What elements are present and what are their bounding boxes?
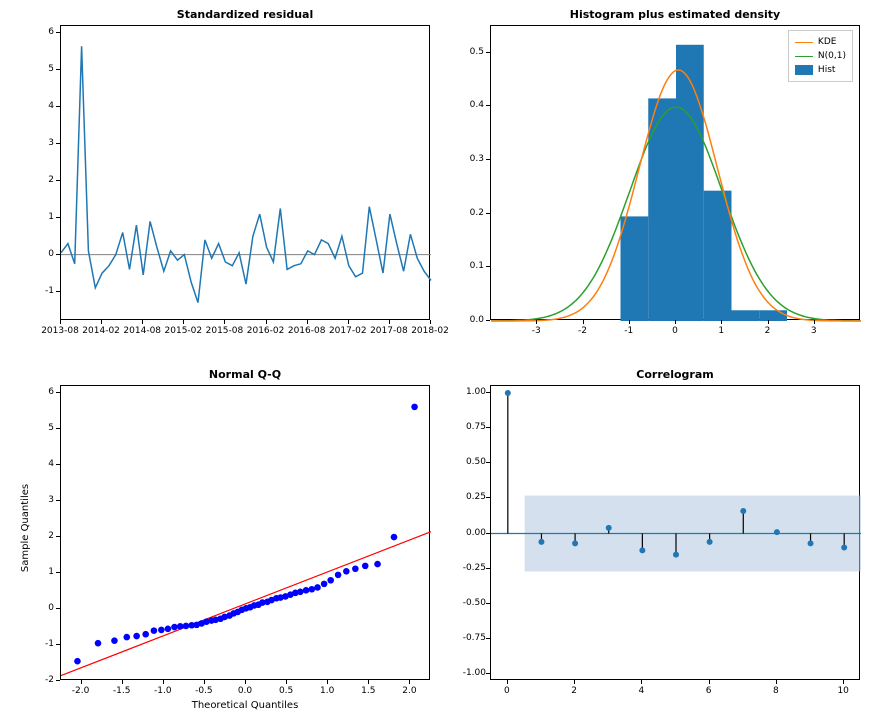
tick-label: 0.4 — [460, 100, 484, 110]
tick-label: 2016-02 — [247, 326, 285, 336]
histogram-title: Histogram plus estimated density — [491, 8, 859, 21]
tick-label: 1 — [718, 326, 724, 336]
tick-label: 0.0 — [238, 686, 252, 696]
tick-label: 0 — [36, 603, 54, 613]
tick-label: -0.5 — [195, 686, 213, 696]
tick-label: -2 — [578, 326, 587, 336]
tick-label: 0 — [672, 326, 678, 336]
qq-plot — [61, 386, 431, 681]
tick-label: 2015-02 — [165, 326, 203, 336]
legend-item: KDE — [795, 35, 846, 49]
tick-label: 2.0 — [402, 686, 416, 696]
tick-label: 2 — [571, 686, 577, 696]
qq-xlabel: Theoretical Quantiles — [60, 700, 430, 711]
tick-label: -1 — [34, 286, 54, 296]
qq-panel: Normal Q-Q — [60, 385, 430, 680]
histogram-legend: KDEN(0,1)Hist — [788, 30, 853, 82]
tick-label: 2014-08 — [123, 326, 161, 336]
tick-label: 0.50 — [456, 457, 486, 467]
tick-label: 4 — [638, 686, 644, 696]
tick-label: -1 — [624, 326, 633, 336]
legend-label: KDE — [818, 35, 837, 49]
tick-label: 2017-08 — [370, 326, 408, 336]
correlogram-panel: Correlogram — [490, 385, 860, 680]
tick-label: -1.00 — [456, 668, 486, 678]
legend-label: N(0,1) — [818, 49, 846, 63]
tick-label: 6 — [706, 686, 712, 696]
tick-label: 0.5 — [279, 686, 293, 696]
residual-panel: Standardized residual — [60, 25, 430, 320]
tick-label: 2 — [34, 175, 54, 185]
tick-label: 2017-02 — [329, 326, 367, 336]
tick-label: 1.5 — [361, 686, 375, 696]
tick-label: 0.75 — [456, 422, 486, 432]
tick-label: 2013-08 — [41, 326, 79, 336]
tick-label: -1.5 — [113, 686, 131, 696]
tick-label: -2.0 — [72, 686, 90, 696]
tick-label: 6 — [36, 387, 54, 397]
qq-ylabel: Sample Quantiles — [20, 478, 31, 578]
legend-item: N(0,1) — [795, 49, 846, 63]
tick-label: 1 — [36, 567, 54, 577]
tick-label: 2 — [765, 326, 771, 336]
tick-label: 1.00 — [456, 387, 486, 397]
tick-label: 3 — [36, 495, 54, 505]
tick-label: 0 — [34, 249, 54, 259]
tick-label: 6 — [34, 27, 54, 37]
histogram-panel: Histogram plus estimated density KDEN(0,… — [490, 25, 860, 320]
tick-label: -0.25 — [456, 563, 486, 573]
tick-label: -1.0 — [154, 686, 172, 696]
tick-label: 0.2 — [460, 208, 484, 218]
tick-label: -2 — [36, 675, 54, 685]
tick-label: 0.5 — [460, 47, 484, 57]
tick-label: -0.50 — [456, 598, 486, 608]
tick-label: 3 — [34, 138, 54, 148]
tick-label: -1 — [36, 639, 54, 649]
tick-label: 1 — [34, 212, 54, 222]
figure: Standardized residual -101234562013-0820… — [0, 0, 890, 713]
tick-label: 2018-02 — [411, 326, 449, 336]
tick-label: -3 — [532, 326, 541, 336]
tick-label: 0.1 — [460, 261, 484, 271]
tick-label: 0 — [504, 686, 510, 696]
tick-label: 2016-08 — [288, 326, 326, 336]
tick-label: 2 — [36, 531, 54, 541]
tick-label: 2014-02 — [82, 326, 120, 336]
tick-label: 5 — [34, 64, 54, 74]
tick-label: 3 — [811, 326, 817, 336]
tick-label: 0.0 — [460, 315, 484, 325]
tick-label: 4 — [36, 459, 54, 469]
tick-label: 1.0 — [320, 686, 334, 696]
tick-label: 8 — [773, 686, 779, 696]
legend-label: Hist — [818, 63, 836, 77]
tick-label: 2015-08 — [206, 326, 244, 336]
tick-label: -0.75 — [456, 633, 486, 643]
residual-title: Standardized residual — [61, 8, 429, 21]
correlogram-plot — [491, 386, 861, 681]
tick-label: 0.25 — [456, 492, 486, 502]
legend-item: Hist — [795, 63, 846, 77]
qq-title: Normal Q-Q — [61, 368, 429, 381]
tick-label: 0.00 — [456, 528, 486, 538]
correlogram-title: Correlogram — [491, 368, 859, 381]
residual-plot — [61, 26, 431, 321]
tick-label: 0.3 — [460, 154, 484, 164]
tick-label: 4 — [34, 101, 54, 111]
tick-label: 5 — [36, 423, 54, 433]
tick-label: 10 — [837, 686, 848, 696]
